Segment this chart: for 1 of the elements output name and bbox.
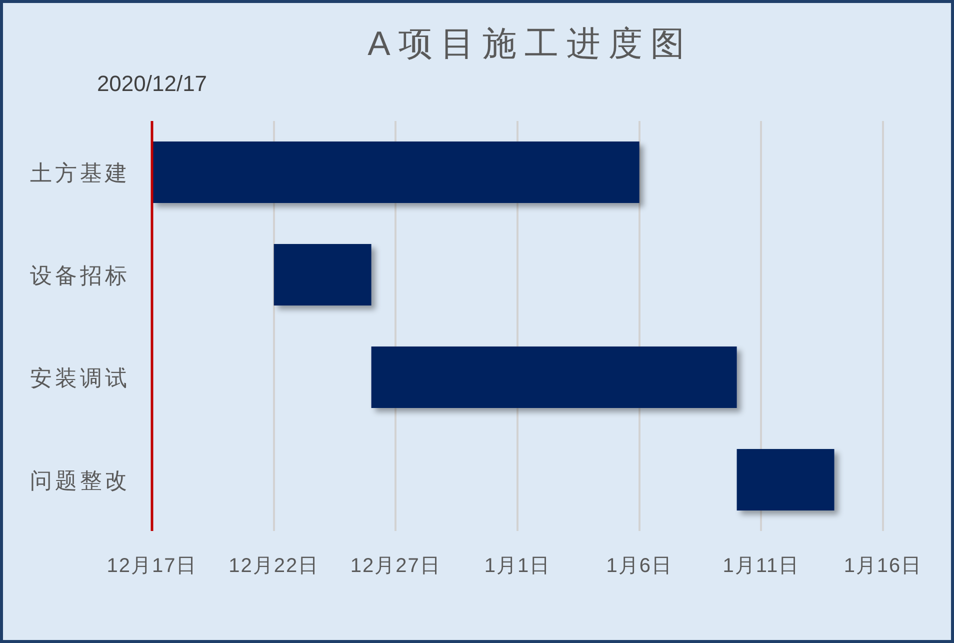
- title: A项目施工进度图: [368, 25, 692, 63]
